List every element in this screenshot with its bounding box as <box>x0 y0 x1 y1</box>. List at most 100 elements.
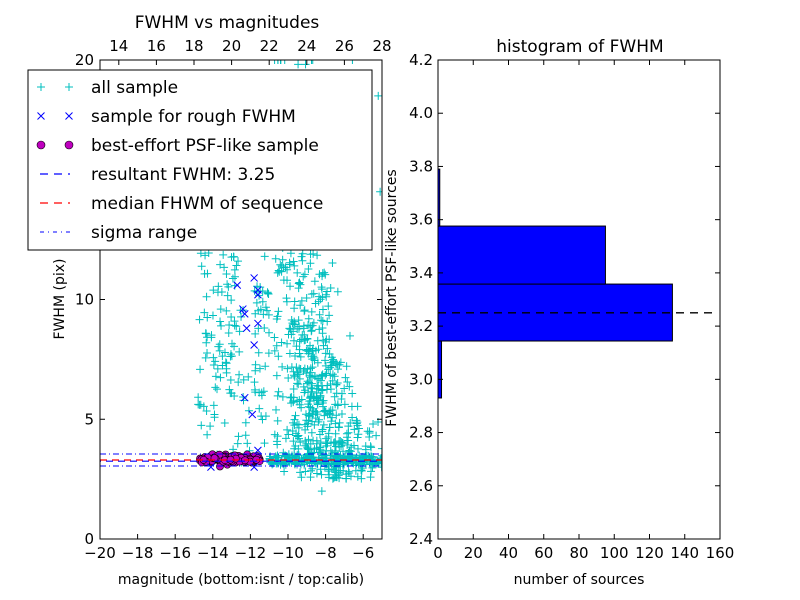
all-sample-point <box>306 403 315 412</box>
all-sample-point <box>345 331 354 340</box>
all-sample-point <box>303 334 312 343</box>
all-sample-point <box>291 351 300 360</box>
all-sample-point <box>318 269 327 278</box>
all-sample-point <box>357 466 366 475</box>
all-sample-point <box>239 375 248 384</box>
x-tick-label: −20 <box>84 544 116 562</box>
all-sample-point <box>273 268 282 277</box>
all-sample-point <box>347 402 356 411</box>
all-sample-point <box>304 314 313 323</box>
all-sample-point <box>354 460 363 469</box>
all-sample-point <box>323 317 332 326</box>
all-sample-point <box>343 440 352 449</box>
all-sample-point <box>243 439 252 448</box>
all-sample-point <box>333 400 342 409</box>
histogram-xlabel: number of sources <box>514 572 645 588</box>
all-sample-point <box>202 406 211 415</box>
top-x-tick-label: 26 <box>335 37 354 55</box>
x-tick-label: −12 <box>235 544 267 562</box>
all-sample-point <box>230 272 239 281</box>
all-sample-point <box>317 470 326 479</box>
all-sample-point <box>322 451 331 460</box>
all-sample-point <box>223 291 232 300</box>
all-sample-point <box>294 370 303 379</box>
all-sample-point <box>286 393 295 402</box>
all-sample-point <box>258 415 267 424</box>
all-sample-point <box>357 474 366 483</box>
all-sample-point <box>301 60 310 69</box>
all-sample-point <box>324 302 333 311</box>
all-sample-point <box>342 470 351 479</box>
top-x-tick-label: 22 <box>260 37 279 55</box>
all-sample-point <box>322 369 331 378</box>
all-sample-point <box>227 253 236 262</box>
all-sample-point <box>328 258 337 267</box>
all-sample-point <box>342 362 351 371</box>
all-sample-point <box>294 316 303 325</box>
all-sample-point <box>264 349 273 358</box>
all-sample-point <box>259 310 268 319</box>
all-sample-point <box>280 467 289 476</box>
all-sample-point <box>225 320 234 329</box>
all-sample-point <box>304 451 313 460</box>
all-sample-point <box>294 444 303 453</box>
all-sample-point <box>203 333 212 342</box>
all-sample-point <box>208 311 217 320</box>
all-sample-point <box>259 387 268 396</box>
all-sample-point <box>289 398 298 407</box>
all-sample-point <box>315 292 324 301</box>
histogram-ticks: 0 20 40 60 80 100 120 140 160 2.4 2.6 2.8 3.0 3.2 3.4 3… <box>409 51 734 562</box>
all-sample-point <box>295 374 304 383</box>
all-sample-point <box>308 60 317 64</box>
all-sample-point <box>322 434 331 443</box>
all-sample-point <box>290 304 299 313</box>
all-sample-point <box>226 376 235 385</box>
all-sample-point <box>293 432 302 441</box>
histogram-plot: 0 20 40 60 80 100 120 140 160 2.4 2.6 2.8 3.0 3.2 3.4 3… <box>384 37 734 588</box>
all-sample-point <box>306 341 315 350</box>
all-sample-point <box>310 277 319 286</box>
all-sample-point <box>37 83 45 91</box>
all-sample-point <box>232 261 241 270</box>
rough-sample-point <box>250 463 259 472</box>
all-sample-point <box>235 347 244 356</box>
all-sample-point <box>277 338 286 347</box>
all-sample-point <box>334 471 343 480</box>
all-sample-point <box>302 293 311 302</box>
all-sample-point <box>295 349 304 358</box>
all-sample-point <box>303 379 312 388</box>
all-sample-point <box>241 418 250 427</box>
all-sample-point <box>263 306 272 315</box>
all-sample-point <box>294 60 303 69</box>
all-sample-point <box>260 324 269 333</box>
all-sample-point <box>330 392 339 401</box>
all-sample-point <box>214 342 223 351</box>
all-sample-point <box>326 284 335 293</box>
y-tick-label: 3.0 <box>409 370 433 388</box>
reference-lines <box>100 453 382 467</box>
all-sample-point <box>318 329 327 338</box>
all-sample-point <box>307 307 316 316</box>
all-sample-point <box>230 265 239 274</box>
all-sample-point <box>301 436 310 445</box>
all-sample-point <box>348 60 357 64</box>
all-sample-point <box>226 352 235 361</box>
all-sample-point <box>308 347 317 356</box>
y-tick-label: 2.4 <box>409 530 433 548</box>
all-sample-point <box>291 453 300 462</box>
all-sample-point <box>312 469 321 478</box>
all-sample-point <box>345 382 354 391</box>
all-sample-point <box>300 364 309 373</box>
all-sample-point <box>264 290 273 299</box>
legend-entry: sigma range <box>40 223 197 243</box>
all-sample-point <box>284 373 293 382</box>
all-sample-point <box>287 363 296 372</box>
all-sample-point <box>295 278 304 287</box>
all-sample-point <box>229 252 238 261</box>
all-sample-point <box>340 400 349 409</box>
all-sample-point <box>200 269 209 278</box>
scatter-points <box>194 60 382 496</box>
all-sample-point <box>320 407 329 416</box>
rough-sample-point <box>250 274 259 282</box>
all-sample-point <box>233 439 242 448</box>
